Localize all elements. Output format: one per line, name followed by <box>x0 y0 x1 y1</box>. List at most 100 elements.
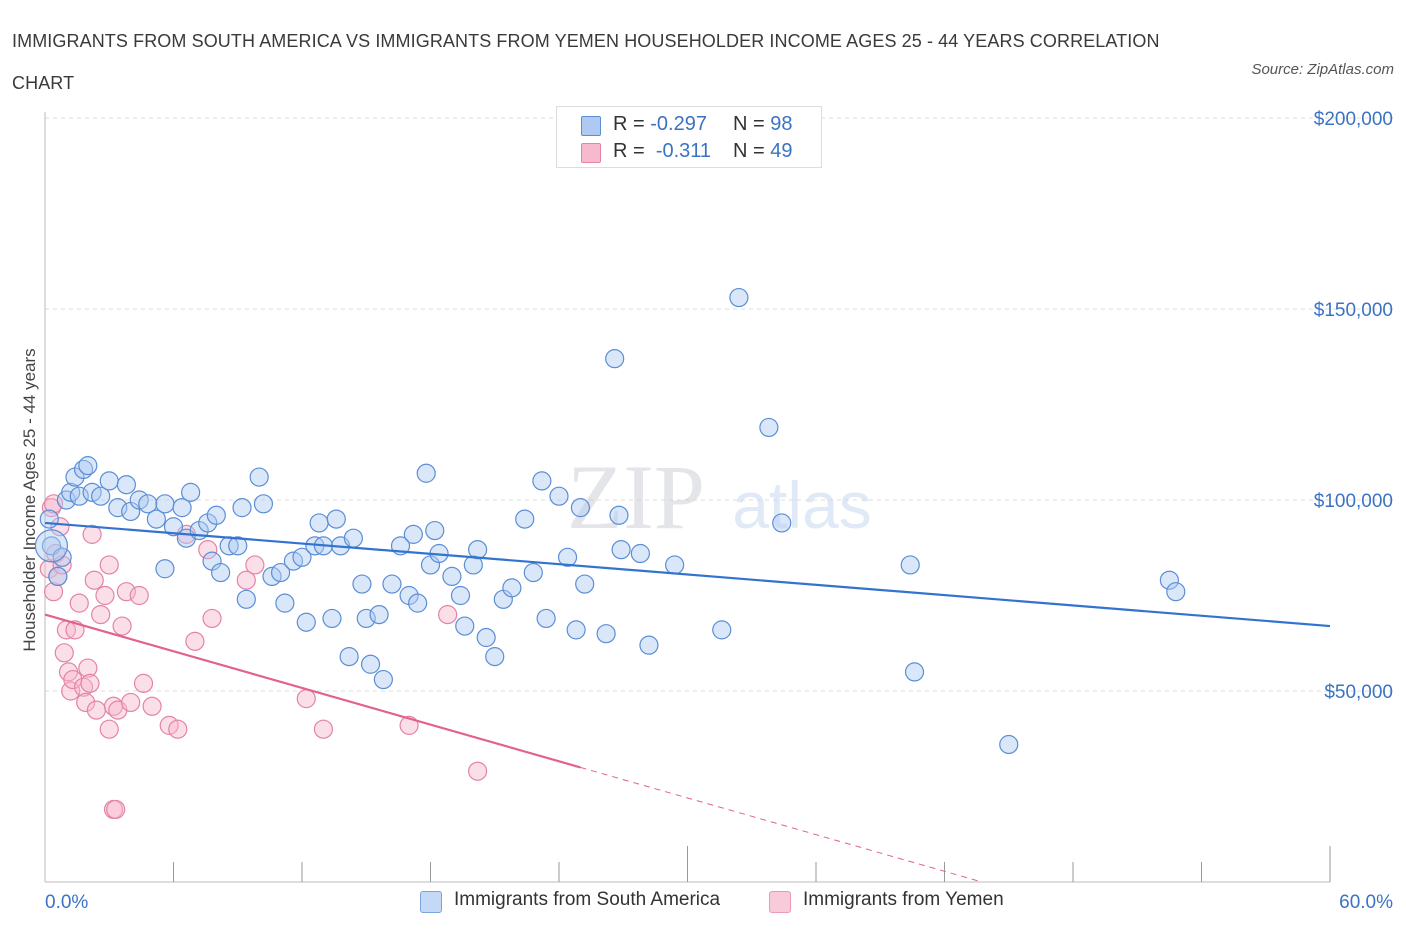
yemen-point <box>116 582 136 602</box>
yemen-point <box>168 719 188 739</box>
south-america-point <box>904 662 925 682</box>
yemen-point <box>112 616 132 636</box>
south-america-point <box>729 287 749 308</box>
x-tick-label-right: 60.0% <box>1339 892 1393 913</box>
yemen-series <box>39 494 488 820</box>
legend-r-label: R = <box>613 140 645 162</box>
south-america-point <box>326 509 346 529</box>
south-america-point <box>611 540 631 560</box>
yemen-point <box>61 681 81 701</box>
yemen-point <box>296 689 316 709</box>
south-america-point <box>275 593 295 613</box>
yemen-point <box>133 673 154 693</box>
south-america-point <box>228 536 248 556</box>
legend-n-label: N = <box>733 140 765 162</box>
south-america-point <box>1166 582 1186 602</box>
south-america-point <box>639 635 659 655</box>
south-america-point <box>292 547 312 567</box>
yemen-point <box>76 692 96 713</box>
south-america-point <box>309 513 329 533</box>
trend-line-south-america <box>44 521 1331 628</box>
trend-line-yemen <box>44 613 581 769</box>
south-america-point <box>48 566 68 587</box>
y-tick-labels: $50,000 $100,000 $150,000 $200,000 <box>1314 109 1393 703</box>
south-america-point <box>665 555 685 575</box>
south-america-point <box>138 494 158 514</box>
south-america-point <box>1159 570 1179 590</box>
legend-n-value: 49 <box>770 140 793 162</box>
yemen-point <box>69 593 89 613</box>
south-america-point <box>630 543 650 564</box>
legend-swatch-south-america <box>581 116 601 136</box>
south-america-point <box>712 620 732 640</box>
south-america-point <box>360 654 381 674</box>
south-america-point <box>570 498 591 518</box>
south-america-point <box>356 608 376 629</box>
south-america-point <box>999 734 1019 755</box>
south-america-point <box>373 669 393 690</box>
south-america-point <box>532 471 552 491</box>
yemen-point <box>99 555 119 575</box>
yemen-point <box>84 570 104 590</box>
south-america-point <box>502 578 522 598</box>
yemen-point <box>91 604 111 625</box>
south-america-point <box>609 505 629 525</box>
south-america-point <box>596 624 616 644</box>
south-america-point <box>759 417 779 438</box>
legend-r-south-america: R = -0.297 <box>613 113 707 136</box>
south-america-point <box>900 555 920 575</box>
south-america-point <box>403 524 423 544</box>
south-america-point <box>155 559 175 579</box>
south-america-point <box>557 547 578 567</box>
south-america-point <box>536 608 556 629</box>
south-america-point <box>211 562 231 583</box>
yemen-point <box>43 494 64 514</box>
south-america-series <box>34 287 1186 755</box>
watermark-zip: ZIP <box>567 446 705 548</box>
south-america-point <box>172 498 192 518</box>
south-america-point <box>155 494 175 514</box>
south-america-point <box>78 456 98 476</box>
yemen-point <box>99 719 119 739</box>
legend-n-south-america: N = 98 <box>733 113 793 136</box>
yemen-point <box>245 555 265 575</box>
south-america-point <box>181 482 201 502</box>
trend-lines <box>44 521 1331 883</box>
south-america-point <box>163 517 184 537</box>
south-america-point <box>515 509 535 529</box>
yemen-point <box>95 585 115 606</box>
south-america-point <box>352 574 372 594</box>
south-america-point <box>343 528 363 548</box>
y-tick-label: $150,000 <box>1314 300 1393 321</box>
south-america-point <box>772 513 792 533</box>
correlation-legend: R = -0.297 N = 98 R = -0.311 N = 49 <box>556 106 822 168</box>
yemen-point <box>236 570 256 590</box>
bottom-legend-swatch-yemen <box>769 891 791 913</box>
south-america-point <box>450 585 471 606</box>
legend-r-label: R = <box>613 113 645 135</box>
south-america-point <box>463 555 483 575</box>
south-america-point <box>99 471 119 491</box>
south-america-point <box>322 608 342 629</box>
south-america-point <box>236 589 256 609</box>
south-america-point <box>296 612 316 632</box>
yemen-point <box>129 585 149 606</box>
south-america-point <box>206 505 226 525</box>
south-america-point <box>575 574 595 594</box>
legend-swatch-yemen <box>581 143 601 163</box>
watermark-atlas: atlas <box>732 468 871 542</box>
south-america-point <box>249 467 269 487</box>
bottom-legend-swatch-south-america <box>420 891 442 913</box>
y-tick-label: $50,000 <box>1324 682 1393 703</box>
legend-n-yemen: N = 49 <box>733 140 793 163</box>
yemen-point <box>54 643 74 663</box>
south-america-point <box>232 498 252 518</box>
south-america-point <box>146 509 166 529</box>
south-america-point <box>339 647 359 667</box>
south-america-point <box>69 486 89 506</box>
south-america-point <box>34 529 69 563</box>
south-america-point <box>476 627 496 648</box>
south-america-point <box>566 620 586 640</box>
legend-r-yemen: R = -0.311 <box>613 140 711 163</box>
yemen-point <box>121 692 141 713</box>
